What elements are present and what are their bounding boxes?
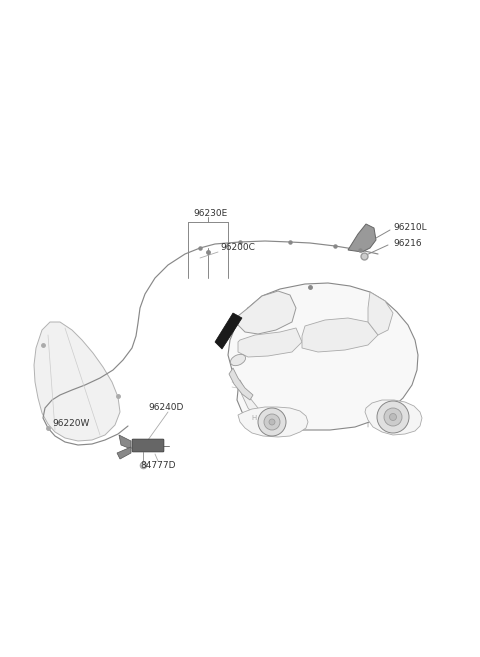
Circle shape	[384, 408, 402, 426]
Polygon shape	[238, 380, 268, 428]
Polygon shape	[365, 400, 422, 435]
Text: 96240D: 96240D	[148, 403, 183, 413]
Ellipse shape	[230, 354, 246, 366]
Text: 84777D: 84777D	[140, 461, 176, 470]
Text: 96216: 96216	[393, 238, 421, 248]
Circle shape	[258, 408, 286, 436]
Polygon shape	[238, 291, 296, 334]
Polygon shape	[117, 447, 131, 459]
Text: 96200C: 96200C	[220, 244, 255, 252]
Text: 96210L: 96210L	[393, 223, 427, 233]
Circle shape	[264, 414, 280, 430]
Polygon shape	[238, 407, 308, 437]
Polygon shape	[348, 224, 376, 252]
Polygon shape	[229, 368, 253, 400]
Circle shape	[389, 413, 396, 420]
Circle shape	[377, 401, 409, 433]
Polygon shape	[238, 328, 302, 357]
Polygon shape	[228, 283, 418, 430]
Text: 96230E: 96230E	[193, 208, 227, 217]
Polygon shape	[302, 318, 378, 352]
Text: H: H	[252, 415, 257, 421]
Polygon shape	[368, 292, 393, 335]
Polygon shape	[119, 435, 131, 449]
Circle shape	[269, 419, 275, 425]
Polygon shape	[215, 313, 242, 349]
FancyBboxPatch shape	[132, 439, 164, 452]
Text: 96220W: 96220W	[52, 420, 89, 428]
Polygon shape	[34, 322, 120, 441]
